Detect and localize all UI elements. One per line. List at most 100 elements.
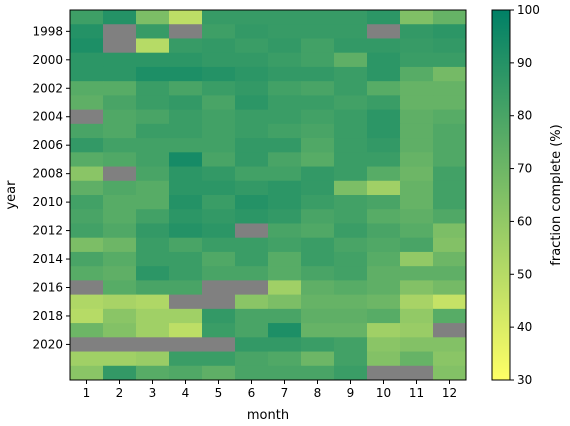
heatmap-cell (334, 81, 368, 96)
heatmap-cell (433, 24, 467, 39)
heatmap-cell (400, 123, 434, 139)
x-tick-label: 8 (314, 386, 322, 400)
heatmap-cell (367, 337, 401, 353)
heatmap-cell (103, 195, 137, 210)
x-tick-label: 9 (347, 386, 355, 400)
heatmap-cell (367, 209, 401, 224)
heatmap-cell (367, 152, 401, 168)
heatmap-cell (268, 66, 302, 82)
heatmap-cell (400, 323, 434, 338)
heatmap-cell (301, 138, 335, 153)
heatmap-cell (268, 152, 302, 168)
heatmap-cell (334, 251, 368, 267)
heatmap-cell (367, 81, 401, 96)
heatmap-cell-missing (202, 280, 236, 296)
heatmap-cell (433, 152, 467, 168)
heatmap-cell (169, 280, 203, 296)
x-axis: 1 2 3 4 5 6 7 8 9 10 11 12 (83, 380, 457, 400)
heatmap-cell (367, 180, 401, 196)
heatmap-cell (70, 138, 104, 153)
heatmap-cell (400, 337, 434, 353)
heatmap-cell (301, 294, 335, 310)
heatmap-cell (103, 209, 137, 224)
y-tick-label: 2000 (32, 53, 63, 67)
heatmap-cell (367, 223, 401, 239)
y-tick-label: 2018 (32, 309, 63, 323)
heatmap-cell (202, 10, 236, 25)
heatmap-cell (70, 180, 104, 196)
heatmap-cell (235, 308, 269, 324)
heatmap-cell (169, 266, 203, 281)
heatmap-cell (70, 81, 104, 96)
colorbar-tick-label: 100 (517, 3, 540, 17)
y-tick-label: 1998 (32, 24, 63, 38)
heatmap-cell (136, 138, 170, 153)
y-axis-label: year (4, 180, 19, 210)
heatmap-cell (367, 10, 401, 25)
heatmap-cell (433, 308, 467, 324)
heatmap-cell (433, 280, 467, 296)
heatmap-cell (334, 180, 368, 196)
heatmap-cell (202, 38, 236, 54)
heatmap-cell (268, 223, 302, 239)
heatmap-cell (400, 24, 434, 39)
heatmap-cell (103, 123, 137, 139)
heatmap-cell (103, 52, 137, 68)
heatmap-cell (169, 251, 203, 267)
heatmap-cell (70, 66, 104, 82)
heatmap-cell (268, 251, 302, 267)
heatmap-cell (400, 294, 434, 310)
heatmap-cell (136, 294, 170, 310)
heatmap-cell (136, 209, 170, 224)
heatmap-cell (400, 237, 434, 253)
heatmap-cell (169, 223, 203, 239)
heatmap-cell (169, 166, 203, 182)
heatmap-cell (334, 95, 368, 111)
heatmap-cell (301, 266, 335, 281)
heatmap-cell (103, 81, 137, 96)
heatmap-cell (136, 251, 170, 267)
heatmap-cell (70, 323, 104, 338)
heatmap-cell (367, 66, 401, 82)
heatmap-cell (235, 66, 269, 82)
colorbar-tick-label: 70 (517, 162, 532, 176)
heatmap-cell (70, 209, 104, 224)
heatmap-cell (202, 166, 236, 182)
heatmap-cell (136, 123, 170, 139)
heatmap-cell (334, 223, 368, 239)
heatmap-cell (367, 52, 401, 68)
heatmap-cell (301, 308, 335, 324)
heatmap-cell (268, 109, 302, 125)
heatmap-cell (202, 66, 236, 82)
heatmap-cell (235, 351, 269, 367)
heatmap-cell (301, 223, 335, 239)
y-axis: 1998 2000 2002 2004 2006 2008 2010 2012 2014 2016… (32, 24, 70, 351)
x-tick-label: 1 (83, 386, 91, 400)
heatmap-cell (400, 95, 434, 111)
heatmap-cell (400, 195, 434, 210)
heatmap-cell (367, 138, 401, 153)
heatmap-cell (202, 24, 236, 39)
heatmap-cell (169, 38, 203, 54)
heatmap-cell (103, 308, 137, 324)
heatmap-cell (136, 95, 170, 111)
heatmap-cell (433, 81, 467, 96)
heatmap-cell (400, 351, 434, 367)
heatmap-cell-missing (433, 323, 467, 338)
heatmap-cell (367, 280, 401, 296)
heatmap-cell (433, 166, 467, 182)
heatmap-cell (136, 223, 170, 239)
heatmap-cell (103, 266, 137, 281)
heatmap-cell (70, 237, 104, 253)
heatmap-cell (169, 109, 203, 125)
heatmap-cell (235, 38, 269, 54)
heatmap-cell (136, 195, 170, 210)
heatmap-cell (235, 10, 269, 25)
heatmap-cell-missing (103, 24, 137, 39)
heatmap-cell-missing (169, 24, 203, 39)
heatmap-cell-missing (367, 365, 401, 381)
heatmap-cell (169, 138, 203, 153)
heatmap-cell (169, 152, 203, 168)
heatmap-cell (136, 81, 170, 96)
heatmap-cell (301, 66, 335, 82)
